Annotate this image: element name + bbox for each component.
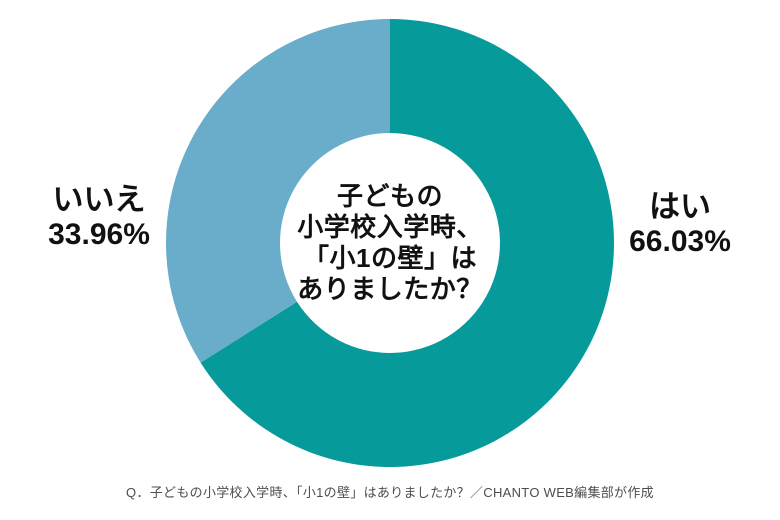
segment-label-no-name: いいえ xyxy=(52,182,146,217)
donut-segment-0 xyxy=(200,19,614,467)
donut-chart xyxy=(166,19,614,467)
segment-label-yes-name: はい xyxy=(649,189,711,224)
segment-label-no: いいえ 33.96% xyxy=(24,182,174,252)
segment-label-no-value: 33.96% xyxy=(48,218,150,251)
center-label-line: ありましたか？ xyxy=(297,274,483,304)
segment-label-yes-value: 66.03% xyxy=(629,225,731,258)
donut-center-label: 子どもの 小学校入学時、 「小1の壁」は ありましたか？ xyxy=(270,181,510,305)
segment-label-yes: はい 66.03% xyxy=(605,189,755,259)
center-label-line: 「小1の壁」は xyxy=(303,243,477,273)
caption: Q．子どもの小学校入学時、「小1の壁」はありましたか？／CHANTO WEB編集… xyxy=(126,485,654,500)
center-label-line: 小学校入学時、 xyxy=(297,212,483,242)
center-label-line: 子どもの xyxy=(336,181,443,211)
donut-segment-1 xyxy=(166,19,390,363)
